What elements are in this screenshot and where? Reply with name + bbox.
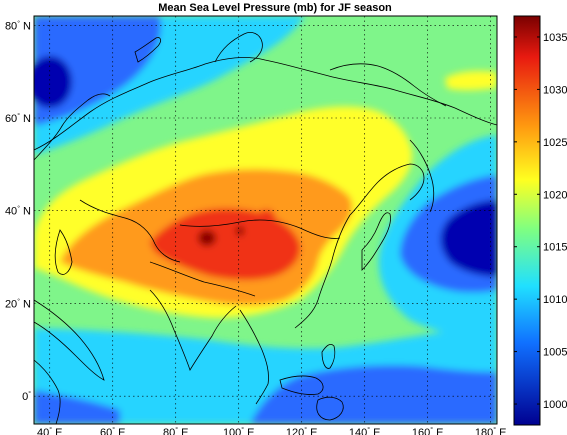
lat-tick-80: 80° N xyxy=(5,19,31,32)
pressure-field xyxy=(34,16,497,424)
map-frame xyxy=(33,15,498,425)
field-darkblue-east xyxy=(440,200,497,277)
lon-tick-80-degree-mark: ° xyxy=(175,426,178,434)
coastline-okhotsk xyxy=(349,163,425,216)
lat-axis-labels: 80° N60° N40° N20° N0° xyxy=(5,19,31,403)
colorbar-label-1030: 1030 xyxy=(543,84,567,96)
colorbar: 1035 1030 1025 1020 1015 1010 1005 1000 xyxy=(513,15,567,426)
field-darkred-core xyxy=(198,230,216,246)
colorbar-label-1035: 1035 xyxy=(543,32,567,44)
coastline-east-siberia xyxy=(329,63,447,107)
coastline-arctic xyxy=(34,57,497,151)
field-blue-south xyxy=(250,365,497,424)
lat-tick-0-degree-mark: ° xyxy=(28,390,31,398)
lon-tick-140: 140° E xyxy=(349,426,381,435)
lon-tick-80: 80° E xyxy=(163,426,188,435)
coastline-borneo xyxy=(316,396,344,421)
lat-tick-20-hemisphere: N xyxy=(20,298,31,310)
lon-tick-40-degree-mark: ° xyxy=(49,426,52,434)
border-china-mongolia xyxy=(179,219,341,239)
lon-tick-40-hemisphere: E xyxy=(52,427,62,435)
lon-tick-180-degree-mark: ° xyxy=(493,426,496,434)
lat-tick-80-degree-mark: ° xyxy=(17,19,20,27)
coastline-indochina xyxy=(239,309,269,405)
lon-tick-120: 120° E xyxy=(286,426,318,435)
colorbar-label-1025: 1025 xyxy=(543,137,567,149)
lat-tick-60-hemisphere: N xyxy=(20,113,31,125)
lon-tick-140-hemisphere: E xyxy=(370,427,380,435)
field-red-bump xyxy=(258,209,276,222)
lon-tick-100: 100° E xyxy=(223,426,255,435)
coastline-novaya-zemlya xyxy=(134,37,162,63)
coastline-china-east xyxy=(294,214,351,329)
coastline-arabia xyxy=(34,299,105,381)
colorbar-label-1020: 1020 xyxy=(543,189,567,201)
lon-tick-40-value: 40 xyxy=(37,427,49,435)
lon-tick-120-value: 120 xyxy=(286,427,304,435)
colorbar-label-1000: 1000 xyxy=(543,399,567,411)
lon-tick-40: 40° E xyxy=(37,426,62,435)
colorbar-frame xyxy=(513,15,541,426)
lon-tick-140-degree-mark: ° xyxy=(367,426,370,434)
lon-tick-180-value: 180 xyxy=(475,427,493,435)
lon-tick-160-hemisphere: E xyxy=(433,427,443,435)
border-stans xyxy=(79,199,181,263)
lon-tick-120-degree-mark: ° xyxy=(304,426,307,434)
lat-tick-60: 60° N xyxy=(5,112,31,125)
border-china-india xyxy=(149,261,256,297)
coastlines xyxy=(34,32,497,424)
lat-tick-40-value: 40 xyxy=(5,206,17,218)
lat-tick-0: 0° xyxy=(22,390,31,403)
colorbar-gradient xyxy=(514,16,540,425)
lat-tick-40: 40° N xyxy=(5,205,31,218)
lon-tick-120-hemisphere: E xyxy=(307,427,317,435)
colorbar-label-1010: 1010 xyxy=(543,294,567,306)
coastline-philippines xyxy=(321,344,336,369)
lon-tick-140-value: 140 xyxy=(349,427,367,435)
lon-tick-100-hemisphere: E xyxy=(244,427,254,435)
lat-tick-20-degree-mark: ° xyxy=(17,297,20,305)
lat-tick-60-value: 60 xyxy=(5,113,17,125)
coastline-maritime xyxy=(279,375,324,395)
lat-tick-40-degree-mark: ° xyxy=(17,205,20,213)
coastline-japan xyxy=(361,212,391,271)
lon-tick-80-value: 80 xyxy=(163,427,175,435)
lon-tick-180: 180° E xyxy=(475,426,507,435)
coastline-africa-horn xyxy=(34,359,61,424)
border-caspian xyxy=(54,229,73,275)
lat-tick-80-value: 80 xyxy=(5,20,17,32)
lon-tick-60-degree-mark: ° xyxy=(112,426,115,434)
field-yellow-patch xyxy=(445,70,497,91)
lon-tick-160-degree-mark: ° xyxy=(430,426,433,434)
lat-tick-60-degree-mark: ° xyxy=(17,112,20,120)
lat-tick-20-value: 20 xyxy=(5,298,17,310)
field-blue-southwest xyxy=(34,390,120,424)
lon-tick-80-hemisphere: E xyxy=(178,427,188,435)
coastline-india xyxy=(149,289,237,371)
lat-tick-80-hemisphere: N xyxy=(20,20,31,32)
lon-tick-60-hemisphere: E xyxy=(115,427,125,435)
field-darkblue-north xyxy=(34,56,72,108)
lon-tick-60: 60° E xyxy=(100,426,125,435)
lon-tick-160-value: 160 xyxy=(412,427,430,435)
lon-tick-160: 160° E xyxy=(412,426,444,435)
colorbar-ticks: 1035 1030 1025 1020 1015 1010 1005 1000 xyxy=(514,32,567,411)
lat-tick-20: 20° N xyxy=(5,297,31,310)
lat-tick-0-value: 0 xyxy=(22,391,28,403)
gridlines xyxy=(34,16,497,424)
lon-tick-60-value: 60 xyxy=(100,427,112,435)
colorbar-label-1015: 1015 xyxy=(543,242,567,254)
lat-tick-40-hemisphere: N xyxy=(20,206,31,218)
coastline-taymyr xyxy=(214,32,263,63)
colorbar-label-1005: 1005 xyxy=(543,347,567,359)
map-title: Mean Sea Level Pressure (mb) for JF seas… xyxy=(158,2,392,14)
lon-tick-180-hemisphere: E xyxy=(496,427,506,435)
lon-tick-100-degree-mark: ° xyxy=(241,426,244,434)
lon-tick-100-value: 100 xyxy=(223,427,241,435)
coastline-kamchatka xyxy=(409,139,435,213)
field-darkred-small xyxy=(236,226,244,236)
